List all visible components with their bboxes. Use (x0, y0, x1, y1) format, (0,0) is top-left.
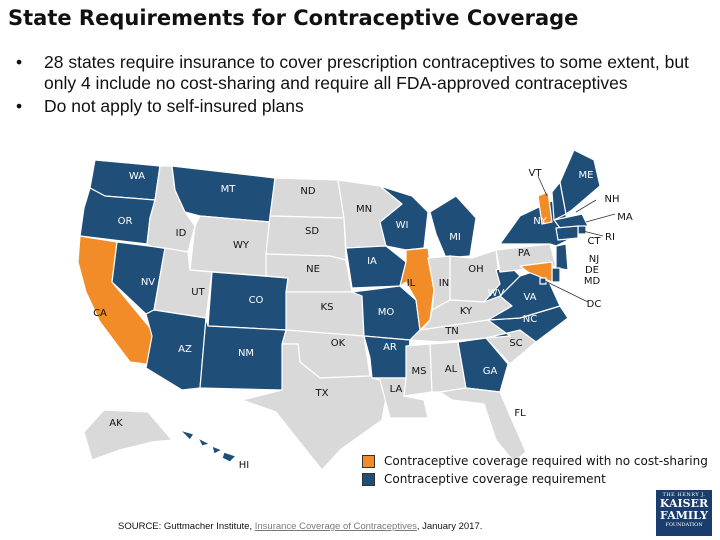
leader-line-vt (537, 175, 548, 197)
state-label-ut: UT (191, 287, 205, 298)
state-label-tn: TN (444, 326, 459, 337)
state-label-in: IN (439, 278, 449, 289)
state-label-la: LA (390, 384, 403, 395)
state-label-co: CO (249, 295, 264, 306)
state-label-oh: OH (468, 264, 483, 275)
state-label-de: DE (585, 265, 599, 276)
state-label-pa: PA (518, 248, 530, 259)
state-label-tx: TX (315, 388, 329, 399)
state-label-al: AL (445, 364, 458, 375)
state-label-ia: IA (367, 256, 377, 267)
leader-line-nh (575, 199, 597, 213)
state-label-fl: FL (514, 408, 526, 419)
state-tx (241, 343, 387, 471)
state-label-ky: KY (460, 306, 473, 317)
state-ks (285, 291, 365, 337)
state-dc (539, 277, 547, 285)
logo-line: KAISER (659, 497, 709, 510)
state-label-md: MD (584, 276, 601, 287)
state-label-nc: NC (523, 314, 537, 325)
state-label-ma: MA (617, 212, 633, 223)
us-state-map: WA OR CA NV ID MT WY UT CO AZ NM ND SD NE KS OK TX MN IA MO… (77, 150, 633, 471)
map-legend: Contraceptive coverage required with no … (362, 452, 708, 488)
logo-line: FAMILY (660, 509, 708, 522)
state-label-ms: MS (412, 366, 427, 377)
state-fl (439, 387, 527, 463)
state-label-wi: WI (396, 220, 409, 231)
state-label-hi: HI (239, 460, 249, 471)
state-wy (189, 215, 271, 277)
state-me (559, 150, 601, 215)
bullet-item: 28 states require insurance to cover pre… (14, 52, 704, 94)
state-label-ga: GA (483, 366, 498, 377)
state-label-ok: OK (331, 338, 346, 349)
state-label-ak: AK (109, 418, 123, 429)
state-label-mt: MT (221, 184, 237, 195)
state-de (551, 267, 561, 283)
source-link[interactable]: Insurance Coverage of Contraceptives (254, 521, 417, 532)
state-ri (577, 225, 587, 235)
state-label-wv: WV (488, 288, 505, 299)
source-prefix: SOURCE: Guttmacher Institute, (118, 521, 255, 532)
state-ct (555, 225, 579, 241)
legend-item-no-cost-sharing: Contraceptive coverage required with no … (362, 452, 708, 470)
legend-swatch (362, 472, 375, 486)
state-label-ne: NE (306, 264, 320, 275)
source-suffix: , January 2017. (416, 521, 483, 532)
leader-line-dc (542, 279, 589, 303)
legend-swatch (362, 454, 375, 468)
state-label-ri: RI (605, 232, 615, 243)
state-label-id: ID (176, 228, 187, 239)
state-ma (553, 213, 589, 229)
state-label-me: ME (579, 170, 594, 181)
bullet-list: 28 states require insurance to cover pre… (14, 52, 704, 119)
state-label-or: OR (118, 216, 133, 227)
legend-label: Contraceptive coverage requirement (384, 472, 606, 486)
bullet-item: Do not apply to self-insured plans (14, 96, 704, 117)
state-label-mi: MI (449, 232, 461, 243)
state-label-sc: SC (509, 338, 522, 349)
legend-label: Contraceptive coverage required with no … (384, 454, 708, 468)
state-label-vt: VT (529, 168, 543, 179)
state-nj (555, 243, 569, 271)
kff-logo: THE HENRY J. KAISER FAMILY FOUNDATION (656, 490, 712, 536)
state-label-ct: CT (587, 236, 601, 247)
state-label-il: IL (407, 278, 416, 289)
logo-line: FOUNDATION (665, 522, 703, 528)
logo-line: THE HENRY J. (662, 492, 706, 498)
legend-item-requirement: Contraceptive coverage requirement (362, 470, 708, 488)
state-label-wy: WY (233, 240, 250, 251)
state-mi (429, 195, 477, 259)
state-label-nj: NJ (589, 254, 599, 265)
state-sd (265, 215, 347, 261)
state-label-nh: NH (605, 194, 620, 205)
state-nd (269, 177, 345, 219)
state-hi (179, 429, 237, 463)
state-label-va: VA (523, 292, 536, 303)
state-label-ny: NY (533, 216, 547, 227)
state-label-nm: NM (238, 348, 254, 359)
state-ia (345, 245, 407, 289)
state-label-sd: SD (305, 226, 319, 237)
source-note: SOURCE: Guttmacher Institute, Insurance … (118, 521, 482, 532)
state-az (145, 309, 207, 391)
state-ms (403, 343, 433, 397)
state-label-ca: CA (93, 308, 107, 319)
state-label-mn: MN (356, 204, 372, 215)
state-label-wa: WA (129, 171, 145, 182)
leader-line-ri (582, 230, 604, 237)
state-ak (83, 409, 173, 461)
state-label-mo: MO (378, 307, 395, 318)
state-vt (537, 191, 553, 225)
state-label-az: AZ (178, 344, 192, 355)
state-label-ar: AR (383, 342, 397, 353)
state-label-ks: KS (321, 302, 334, 313)
leader-line-ma (585, 213, 616, 223)
slide-title: State Requirements for Contraceptive Cov… (8, 6, 579, 30)
state-label-nv: NV (141, 277, 155, 288)
state-label-nd: ND (300, 186, 315, 197)
state-label-dc: DC (587, 299, 602, 310)
state-ga (457, 337, 509, 393)
